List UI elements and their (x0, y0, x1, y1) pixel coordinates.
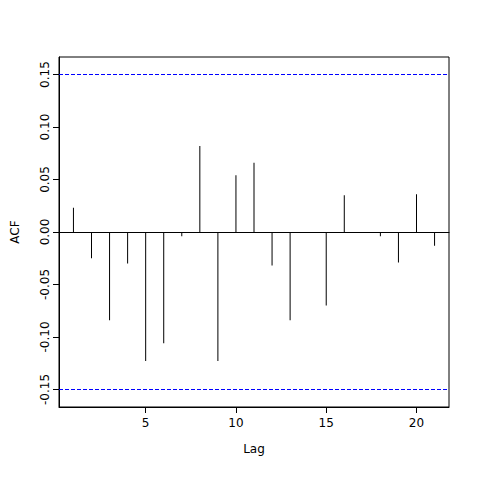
svg-text:0.05: 0.05 (38, 166, 52, 193)
svg-text:5: 5 (142, 416, 150, 430)
svg-text:0.10: 0.10 (38, 114, 52, 141)
svg-text:15: 15 (319, 416, 334, 430)
svg-text:Lag: Lag (243, 442, 265, 456)
svg-text:-0.15: -0.15 (38, 374, 52, 405)
svg-text:10: 10 (228, 416, 243, 430)
svg-text:0.15: 0.15 (38, 61, 52, 88)
svg-text:-0.05: -0.05 (38, 269, 52, 300)
svg-text:0.00: 0.00 (38, 219, 52, 246)
svg-text:-0.10: -0.10 (38, 321, 52, 352)
svg-text:20: 20 (409, 416, 424, 430)
svg-text:ACF: ACF (8, 220, 22, 243)
